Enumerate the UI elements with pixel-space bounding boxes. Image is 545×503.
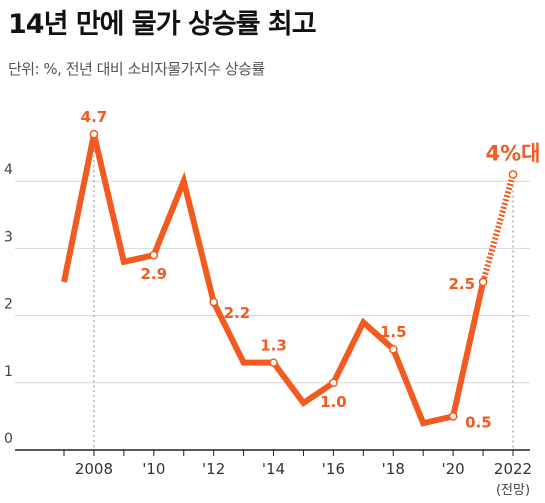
- series-line-forecast: [480, 173, 516, 283]
- y-tick-label: 0: [4, 431, 13, 447]
- data-label: 2.9: [141, 265, 168, 283]
- data-point-marker: [329, 378, 338, 388]
- y-tick-label: 1: [4, 364, 13, 380]
- data-point-marker: [508, 170, 518, 179]
- y-tick-label: 4: [4, 162, 13, 178]
- data-point-marker: [149, 250, 159, 260]
- x-tick-label: '10: [142, 460, 165, 478]
- data-point-marker: [269, 358, 278, 367]
- data-point-marker: [209, 297, 219, 307]
- x-tick-label: '16: [322, 460, 345, 478]
- data-label: 0.5: [465, 413, 492, 431]
- x-tick-label: '14: [262, 460, 285, 478]
- data-label: 2.2: [224, 304, 251, 322]
- data-point-marker: [448, 412, 458, 421]
- forecast-note: (전망): [496, 483, 530, 498]
- data-label: 4%대: [486, 141, 541, 165]
- series-line-actual: [61, 133, 486, 427]
- data-label: 1.3: [260, 337, 287, 355]
- data-point-marker: [89, 129, 99, 139]
- chart-title: 14년 만에 물가 상승률 최고: [8, 9, 317, 40]
- data-label: 1.5: [380, 323, 407, 341]
- x-tick-label: 2022: [494, 460, 532, 478]
- x-tick-label: '12: [202, 460, 225, 478]
- data-label: 4.7: [81, 108, 108, 126]
- y-tick-label: 3: [4, 229, 13, 245]
- data-label: 2.5: [448, 275, 475, 293]
- x-tick-label: 2008: [75, 460, 113, 478]
- data-point-marker: [478, 277, 488, 287]
- data-label: 1.0: [320, 393, 347, 411]
- x-tick-label: '18: [382, 460, 405, 478]
- data-point-marker: [388, 344, 398, 354]
- y-tick-label: 2: [4, 297, 13, 313]
- chart-subtitle: 단위: %, 전년 대비 소비자물가지수 상승률: [8, 60, 265, 78]
- x-tick-label: '20: [442, 460, 465, 478]
